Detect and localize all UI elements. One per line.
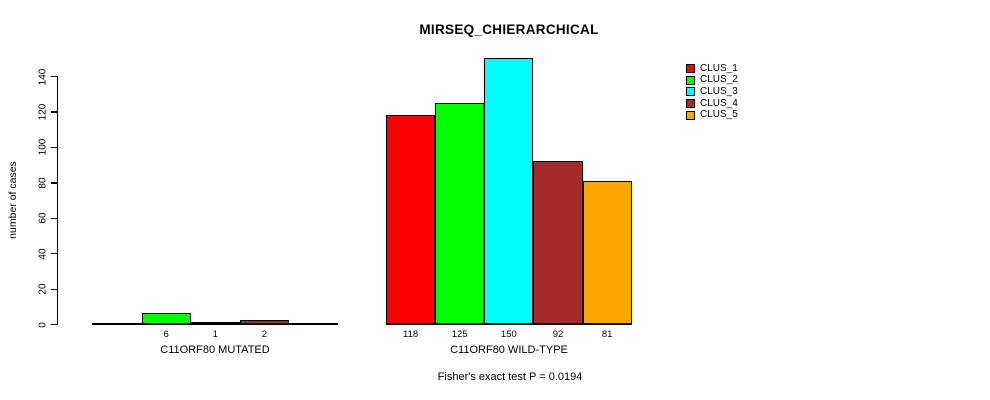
y-axis-tick-label: 100	[37, 139, 49, 156]
bar-value-label: 92	[552, 329, 564, 340]
bar-value-label: 125	[451, 329, 468, 340]
y-axis-tick	[51, 324, 57, 326]
y-axis-tick	[51, 146, 57, 149]
bar-value-label: 1	[212, 329, 218, 340]
y-axis-tick-label: 20	[37, 283, 49, 295]
bar-clus_5-group2	[582, 180, 632, 324]
y-axis-tick-label: 80	[37, 177, 49, 189]
legend-label: CLUS_2	[700, 74, 738, 86]
bar-value-label: 81	[601, 329, 613, 340]
y-axis-tick	[51, 217, 57, 219]
legend: CLUS_1 CLUS_2 CLUS_3 CLUS_4 CLUS_5	[686, 63, 738, 121]
legend-label: CLUS_4	[700, 97, 738, 109]
bar-value-label: 2	[261, 329, 268, 340]
bar-clus_3-group2	[484, 58, 534, 324]
chart-title: MIRSEQ_CHIERARCHICAL	[419, 22, 599, 37]
bar-clus_3-group1	[190, 322, 240, 324]
x-group-label-wildtype: C11ORF80 WILD-TYPE	[450, 344, 568, 356]
y-axis-tick-label: 0	[37, 321, 49, 328]
legend-swatch-icon	[686, 64, 695, 74]
legend-swatch-icon	[686, 110, 695, 120]
y-axis-tick	[51, 111, 57, 113]
bar-clus_1-group2	[386, 114, 436, 324]
legend-label: CLUS_3	[700, 85, 738, 97]
bar-value-label: 150	[500, 329, 517, 340]
legend-row-clus_1: CLUS_1	[686, 63, 738, 75]
bar-clus_4-group2	[533, 161, 583, 324]
legend-row-clus_2: CLUS_2	[686, 75, 738, 87]
legend-swatch-icon	[686, 87, 695, 97]
legend-row-clus_4: CLUS_4	[686, 98, 738, 110]
bar-value-label: 118	[402, 329, 419, 340]
legend-label: CLUS_1	[700, 62, 738, 74]
y-axis-tick	[51, 76, 57, 78]
y-axis-tick-label: 40	[37, 248, 49, 260]
y-axis-title: number of cases	[7, 161, 19, 239]
fisher-test-annotation: Fisher's exact test P = 0.0194	[437, 371, 583, 383]
bar-clus_4-group1	[239, 320, 289, 324]
bar-clus_2-group1	[141, 313, 191, 324]
y-axis-tick	[51, 288, 57, 290]
legend-row-clus_5: CLUS_5	[686, 109, 738, 121]
y-axis-tick-label: 120	[37, 103, 49, 121]
bar-value-label: 6	[163, 329, 169, 340]
legend-label: CLUS_5	[700, 109, 738, 121]
y-axis-line	[57, 76, 59, 325]
bar-clus_2-group2	[435, 102, 485, 324]
y-axis-tick-label: 140	[37, 68, 49, 85]
y-axis-tick	[51, 253, 57, 255]
legend-swatch-icon	[686, 75, 695, 85]
y-axis-tick	[51, 182, 57, 184]
legend-swatch-icon	[686, 99, 695, 109]
x-group-label-mutated: C11ORF80 MUTATED	[160, 344, 270, 356]
legend-row-clus_3: CLUS_3	[686, 86, 738, 98]
y-axis-tick-label: 60	[37, 212, 49, 224]
